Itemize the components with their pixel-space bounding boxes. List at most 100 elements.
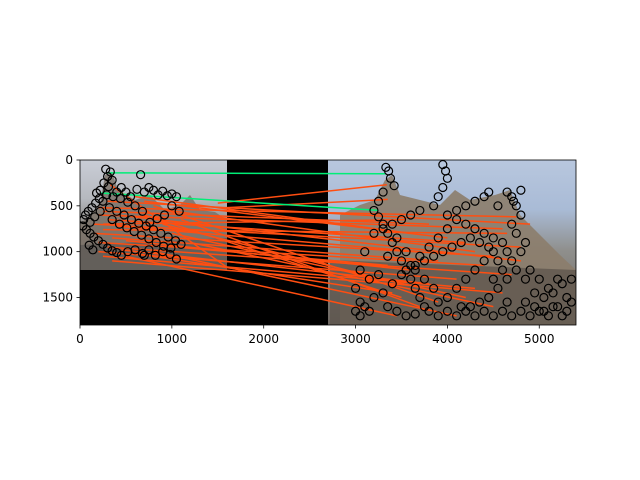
keypoint-marker bbox=[360, 247, 370, 257]
keypoint-marker bbox=[167, 189, 177, 199]
keypoint-marker bbox=[497, 265, 508, 275]
outlier-match-line bbox=[171, 232, 466, 299]
keypoints-right bbox=[350, 160, 576, 321]
keypoint-marker bbox=[520, 297, 531, 307]
keypoint-marker bbox=[126, 214, 137, 225]
keypoint-marker bbox=[378, 288, 388, 298]
keypoint-marker bbox=[433, 192, 443, 202]
keypoint-marker bbox=[369, 228, 379, 238]
keypoint-marker bbox=[493, 283, 503, 293]
keypoint-marker bbox=[148, 185, 159, 195]
keypoint-marker bbox=[520, 274, 531, 284]
keypoint-marker bbox=[95, 206, 105, 216]
keypoint-marker bbox=[442, 306, 453, 316]
keypoint-marker bbox=[350, 283, 361, 293]
outlier-match-line bbox=[176, 246, 388, 267]
keypoint-marker bbox=[383, 251, 393, 261]
keypoint-marker bbox=[493, 201, 503, 211]
keypoint-marker bbox=[442, 292, 453, 303]
outlier-match-line bbox=[180, 218, 421, 308]
keypoint-marker bbox=[383, 302, 393, 312]
keypoint-marker bbox=[419, 302, 430, 312]
keypoint-marker bbox=[562, 306, 572, 316]
keypoint-marker bbox=[373, 196, 384, 206]
keypoint-marker bbox=[364, 306, 374, 316]
keypoint-marker bbox=[451, 205, 462, 216]
keypoint-marker bbox=[424, 306, 434, 316]
keypoint-marker bbox=[136, 170, 146, 180]
keypoint-marker bbox=[171, 254, 182, 264]
keypoint-marker bbox=[119, 210, 129, 220]
keypoint-marker bbox=[429, 251, 439, 261]
keypoint-marker bbox=[520, 237, 531, 248]
keypoint-marker bbox=[508, 196, 519, 206]
keypoint-marker bbox=[488, 274, 498, 284]
keypoint-marker bbox=[456, 237, 466, 248]
keypoint-marker bbox=[139, 187, 149, 197]
outlier-match-line bbox=[116, 225, 420, 253]
keypoint-marker bbox=[548, 302, 558, 312]
keypoint-marker bbox=[484, 292, 494, 303]
keypoint-marker bbox=[566, 297, 576, 307]
keypoint-marker bbox=[105, 167, 115, 177]
keypoint-marker bbox=[525, 311, 535, 321]
keypoint-marker bbox=[387, 279, 397, 289]
keypoint-marker bbox=[438, 182, 448, 193]
y-axis: 0 500 1000 1500 bbox=[42, 153, 80, 305]
keypoint-marker bbox=[497, 237, 508, 248]
keypoint-marker bbox=[166, 243, 176, 253]
outlier-match-line bbox=[98, 241, 485, 267]
x-tick-label: 2000 bbox=[248, 332, 279, 346]
keypoints-left bbox=[80, 164, 186, 264]
keypoint-marker bbox=[130, 201, 140, 211]
keypoint-marker bbox=[488, 247, 498, 257]
keypoint-marker bbox=[396, 269, 407, 280]
keypoint-marker bbox=[355, 297, 365, 307]
y-tick-label: 1000 bbox=[42, 245, 73, 259]
axes-frame bbox=[79, 159, 577, 326]
keypoint-marker bbox=[112, 206, 122, 216]
keypoint-marker bbox=[102, 243, 113, 253]
keypoint-marker bbox=[543, 311, 554, 321]
x-tick-label: 3000 bbox=[340, 332, 371, 346]
keypoint-marker bbox=[103, 181, 114, 192]
outlier-match-line bbox=[153, 250, 457, 317]
keypoint-marker bbox=[557, 311, 567, 321]
keypoint-marker bbox=[516, 306, 526, 316]
keypoint-marker bbox=[479, 228, 489, 238]
keypoint-marker bbox=[355, 265, 365, 275]
keypoint-marker bbox=[433, 297, 443, 307]
keypoint-marker bbox=[461, 219, 471, 229]
keypoint-marker bbox=[451, 311, 462, 321]
keypoint-marker bbox=[171, 192, 182, 202]
keypoint-marker bbox=[355, 311, 365, 321]
keypoint-marker bbox=[484, 242, 494, 252]
keypoint-marker bbox=[165, 249, 175, 260]
keypoint-marker bbox=[139, 250, 149, 260]
keypoint-marker bbox=[451, 283, 462, 293]
keypoint-marker bbox=[479, 306, 489, 316]
keypoint-marker bbox=[410, 265, 420, 275]
keypoint-marker bbox=[553, 274, 563, 284]
outlier-match-line bbox=[167, 209, 476, 253]
keypoint-marker bbox=[516, 210, 526, 220]
keypoint-marker bbox=[442, 173, 453, 183]
keypoint-marker bbox=[447, 242, 457, 252]
keypoint-marker bbox=[107, 214, 117, 225]
keypoint-marker bbox=[163, 232, 173, 242]
keypoint-marker bbox=[516, 185, 526, 195]
keypoint-marker bbox=[152, 214, 162, 224]
x-tick-label: 1000 bbox=[157, 332, 188, 346]
keypoint-marker bbox=[85, 217, 95, 227]
keypoint-marker bbox=[442, 224, 453, 234]
keypoint-marker bbox=[516, 247, 526, 257]
keypoint-marker bbox=[493, 256, 503, 266]
keypoint-marker bbox=[373, 269, 384, 280]
outlier-match-line bbox=[226, 198, 388, 209]
keypoint-marker bbox=[144, 245, 154, 255]
keypoint-marker bbox=[80, 210, 91, 220]
y-tick-label: 500 bbox=[50, 199, 73, 213]
keypoint-marker bbox=[465, 233, 475, 243]
keypoint-marker bbox=[534, 306, 544, 316]
keypoint-marker bbox=[451, 214, 462, 225]
